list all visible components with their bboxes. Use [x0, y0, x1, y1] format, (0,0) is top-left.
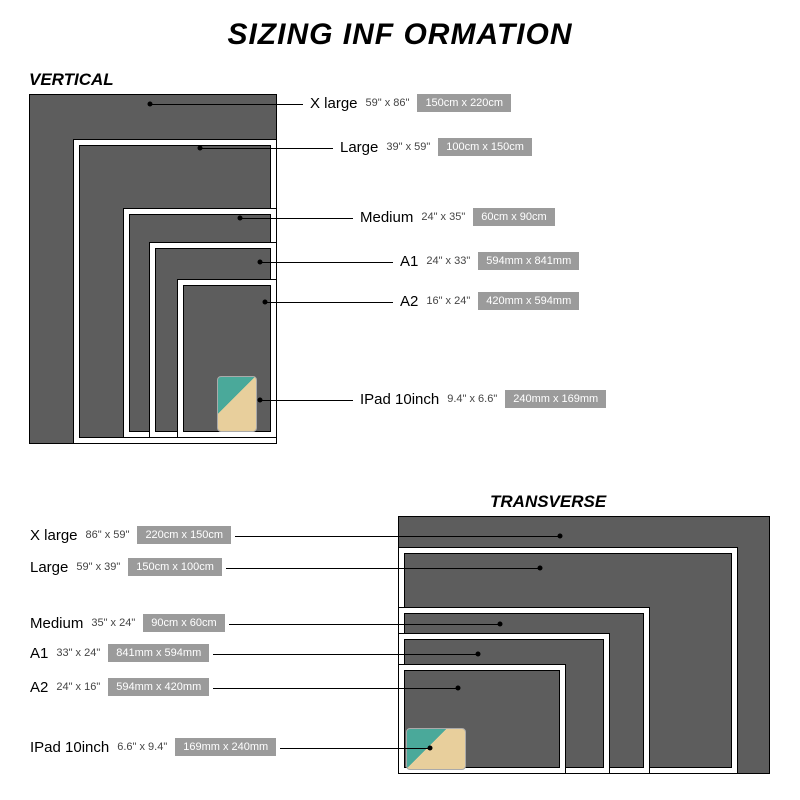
- transverse-leader-dot-1: [538, 566, 543, 571]
- size-inches: 24" x 33": [426, 255, 470, 267]
- transverse-leader-3: [213, 654, 478, 655]
- vertical-size-row-5: IPad 10inch 9.4" x 6.6" 240mm x 169mm: [360, 390, 606, 408]
- vertical-size-row-2: Medium 24" x 35" 60cm x 90cm: [360, 208, 555, 226]
- size-inches: 33" x 24": [56, 647, 100, 659]
- vertical-leader-2: [240, 218, 353, 219]
- size-mm-badge: 594mm x 841mm: [478, 252, 579, 270]
- size-name: A1: [30, 645, 48, 662]
- size-inches: 86" x 59": [86, 529, 130, 541]
- size-inches: 59" x 39": [76, 561, 120, 573]
- size-mm-badge: 841mm x 594mm: [108, 644, 209, 662]
- size-name: A1: [400, 253, 418, 270]
- size-mm-badge: 150cm x 220cm: [417, 94, 511, 112]
- size-inches: 16" x 24": [426, 295, 470, 307]
- transverse-size-row-0: X large 86" x 59" 220cm x 150cm: [30, 526, 231, 544]
- size-mm-badge: 420mm x 594mm: [478, 292, 579, 310]
- vertical-leader-4: [265, 302, 393, 303]
- size-inches: 35" x 24": [91, 617, 135, 629]
- transverse-leader-dot-2: [498, 622, 503, 627]
- size-name: A2: [400, 293, 418, 310]
- size-name: Medium: [360, 209, 413, 226]
- vertical-leader-dot-1: [198, 146, 203, 151]
- vertical-leader-dot-5: [258, 398, 263, 403]
- vertical-section-label: VERTICAL: [29, 70, 114, 90]
- transverse-section-label: TRANSVERSE: [490, 492, 606, 512]
- transverse-leader-dot-4: [456, 686, 461, 691]
- vertical-leader-dot-3: [258, 260, 263, 265]
- transverse-leader-dot-0: [558, 534, 563, 539]
- size-inches: 39" x 59": [386, 141, 430, 153]
- transverse-leader-5: [280, 748, 430, 749]
- transverse-leader-1: [226, 568, 540, 569]
- size-name: A2: [30, 679, 48, 696]
- vertical-leader-0: [150, 104, 303, 105]
- transverse-leader-4: [213, 688, 458, 689]
- size-mm-badge: 220cm x 150cm: [137, 526, 231, 544]
- size-mm-badge: 60cm x 90cm: [473, 208, 554, 226]
- size-name: Large: [340, 139, 378, 156]
- vertical-leader-dot-4: [263, 300, 268, 305]
- size-mm-badge: 240mm x 169mm: [505, 390, 606, 408]
- size-name: IPad 10inch: [30, 739, 109, 756]
- size-inches: 24" x 16": [56, 681, 100, 693]
- vertical-leader-1: [200, 148, 333, 149]
- transverse-diagram: [398, 516, 770, 774]
- size-inches: 24" x 35": [421, 211, 465, 223]
- size-name: Medium: [30, 615, 83, 632]
- vertical-leader-5: [260, 400, 353, 401]
- size-inches: 59" x 86": [366, 97, 410, 109]
- size-inches: 9.4" x 6.6": [447, 393, 497, 405]
- size-name: X large: [310, 95, 358, 112]
- transverse-size-row-2: Medium 35" x 24" 90cm x 60cm: [30, 614, 225, 632]
- vertical-diagram: [29, 94, 277, 444]
- size-inches: 6.6" x 9.4": [117, 741, 167, 753]
- transverse-size-row-5: IPad 10inch 6.6" x 9.4" 169mm x 240mm: [30, 738, 276, 756]
- transverse-ipad-icon: [406, 728, 466, 770]
- transverse-leader-2: [229, 624, 500, 625]
- size-mm-badge: 150cm x 100cm: [128, 558, 222, 576]
- vertical-size-row-3: A1 24" x 33" 594mm x 841mm: [400, 252, 579, 270]
- size-mm-badge: 90cm x 60cm: [143, 614, 224, 632]
- size-name: IPad 10inch: [360, 391, 439, 408]
- vertical-leader-dot-2: [238, 216, 243, 221]
- size-mm-badge: 100cm x 150cm: [438, 138, 532, 156]
- transverse-leader-0: [235, 536, 560, 537]
- page-title: SIZING INF ORMATION: [0, 0, 800, 52]
- transverse-size-row-1: Large 59" x 39" 150cm x 100cm: [30, 558, 222, 576]
- vertical-size-row-0: X large 59" x 86" 150cm x 220cm: [310, 94, 511, 112]
- vertical-leader-3: [260, 262, 393, 263]
- transverse-size-row-3: A1 33" x 24" 841mm x 594mm: [30, 644, 209, 662]
- size-name: Large: [30, 559, 68, 576]
- vertical-leader-dot-0: [148, 102, 153, 107]
- vertical-size-row-1: Large 39" x 59" 100cm x 150cm: [340, 138, 532, 156]
- vertical-size-row-4: A2 16" x 24" 420mm x 594mm: [400, 292, 579, 310]
- transverse-leader-dot-3: [476, 652, 481, 657]
- vertical-ipad-icon: [217, 376, 257, 432]
- transverse-size-row-4: A2 24" x 16" 594mm x 420mm: [30, 678, 209, 696]
- size-mm-badge: 169mm x 240mm: [175, 738, 276, 756]
- size-name: X large: [30, 527, 78, 544]
- transverse-leader-dot-5: [428, 746, 433, 751]
- size-mm-badge: 594mm x 420mm: [108, 678, 209, 696]
